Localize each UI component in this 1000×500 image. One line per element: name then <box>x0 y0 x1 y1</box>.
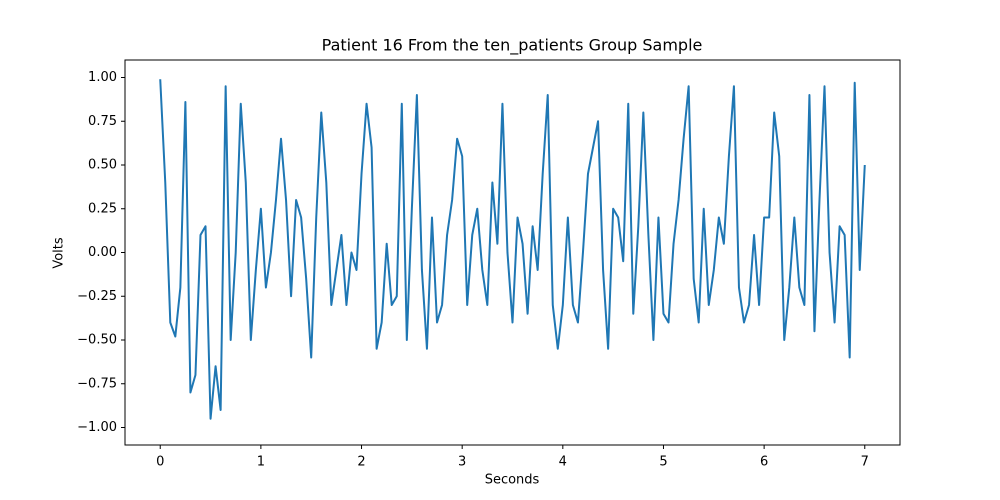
x-tick-label: 0 <box>156 455 164 470</box>
x-tick-label: 6 <box>760 455 768 470</box>
y-tick-label: 0.00 <box>88 245 117 260</box>
plot-frame <box>124 59 901 446</box>
chart-title: Patient 16 From the ten_patients Group S… <box>322 36 703 56</box>
y-tick-label: −0.75 <box>77 376 117 391</box>
x-tick-label: 3 <box>458 455 466 470</box>
x-tick-label: 1 <box>257 455 265 470</box>
data-line <box>159 79 866 420</box>
y-tick-label: 0.75 <box>88 114 117 129</box>
x-tick-label: 7 <box>861 455 869 470</box>
y-tick-label: 0.50 <box>88 158 117 173</box>
y-tick-label: −1.00 <box>77 420 117 435</box>
x-tick-label: 5 <box>659 455 667 470</box>
x-tick-label: 2 <box>357 455 365 470</box>
x-tick-label: 4 <box>559 455 567 470</box>
x-axis-label: Seconds <box>485 473 540 488</box>
y-tick-label: −0.50 <box>77 333 117 348</box>
y-axis-label: Volts <box>52 237 67 269</box>
y-tick-label: −0.25 <box>77 289 117 304</box>
y-tick-label: 1.00 <box>88 70 117 85</box>
y-tick-label: 0.25 <box>88 201 117 216</box>
